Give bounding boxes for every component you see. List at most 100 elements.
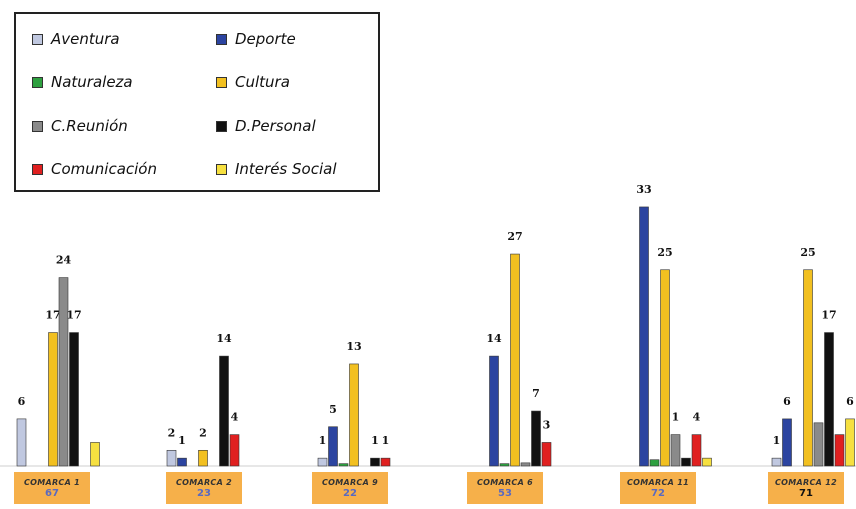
category-total: 67	[45, 487, 59, 499]
category-name: COMARCA 1	[23, 477, 81, 487]
legend-label: Naturaleza	[51, 73, 133, 91]
data-label: 1	[371, 434, 379, 447]
data-label: 6	[18, 395, 26, 408]
legend-label: Comunicación	[51, 160, 157, 178]
bar	[177, 457, 187, 467]
bar	[782, 418, 792, 467]
data-label: 1	[178, 434, 186, 447]
data-label: 4	[231, 411, 239, 424]
bar	[702, 457, 712, 467]
data-label: 14	[216, 332, 232, 345]
bar	[328, 426, 338, 467]
data-label: 1	[672, 411, 680, 424]
data-label: 17	[45, 309, 60, 322]
bar	[541, 442, 552, 467]
data-label: 5	[329, 403, 337, 416]
bar	[681, 457, 691, 467]
bar	[198, 449, 208, 467]
legend-swatch	[216, 120, 227, 132]
legend-swatch	[32, 163, 43, 175]
data-label: 25	[800, 246, 815, 259]
category-label-comarca-6: COMARCA 6 53	[467, 472, 543, 504]
category-total: 71	[799, 487, 813, 499]
legend-swatch	[32, 33, 43, 45]
data-label: 4	[693, 411, 701, 424]
data-label: 14	[486, 332, 502, 345]
legend-item-d-personal: D.Personal	[216, 117, 316, 135]
data-label: 6	[783, 395, 791, 408]
bar	[317, 457, 328, 467]
category-name: COMARCA 9	[321, 477, 379, 487]
legend-label: Aventura	[51, 30, 120, 48]
bar	[813, 422, 824, 467]
legend-label: Cultura	[235, 73, 290, 91]
legend-item-c-reunion: C.Reunión	[32, 117, 128, 135]
data-label: 17	[821, 309, 836, 322]
category-name: COMARCA 2	[175, 477, 233, 487]
data-label: 17	[66, 309, 81, 322]
bar	[771, 457, 782, 467]
bar	[649, 459, 660, 467]
data-label: 7	[532, 387, 540, 400]
data-label: 13	[346, 340, 361, 353]
bar	[338, 463, 349, 467]
legend-label: C.Reunión	[51, 117, 128, 135]
bar	[69, 332, 79, 467]
bar	[691, 434, 702, 467]
bar	[531, 410, 541, 467]
bar	[349, 363, 359, 467]
bar	[824, 332, 834, 467]
bar	[90, 442, 100, 467]
bar	[520, 462, 531, 467]
bar	[670, 434, 681, 467]
category-label-comarca-1: COMARCA 1 67	[14, 472, 90, 504]
bar	[803, 269, 813, 467]
category-label-comarca-9: COMARCA 9 22	[312, 472, 388, 504]
data-label: 1	[319, 434, 327, 447]
category-total: 22	[343, 487, 357, 499]
bar	[58, 277, 69, 467]
bar	[370, 457, 380, 467]
data-label: 24	[56, 254, 72, 267]
legend-item-naturaleza: Naturaleza	[32, 73, 133, 91]
category-total: 72	[651, 487, 665, 499]
legend-label: Deporte	[235, 30, 296, 48]
legend-swatch	[216, 76, 227, 88]
category-name: COMARCA 12	[775, 477, 837, 487]
legend-swatch	[32, 120, 43, 132]
legend-swatch	[216, 163, 227, 175]
bar	[16, 418, 27, 467]
data-label: 25	[657, 246, 672, 259]
data-label: 2	[199, 426, 207, 439]
bar	[660, 269, 670, 467]
legend-item-deporte: Deporte	[216, 30, 296, 48]
data-label: 6	[846, 395, 854, 408]
legend-item-cultura: Cultura	[216, 73, 290, 91]
bar	[380, 457, 391, 467]
category-label-comarca-12: COMARCA 12 71	[768, 472, 844, 504]
bar	[229, 434, 240, 467]
category-name: COMARCA 6	[476, 477, 534, 487]
bar	[639, 206, 649, 467]
legend-label: Interés Social	[235, 160, 337, 178]
legend: Aventura Deporte Naturaleza Cultura C.Re…	[14, 12, 380, 192]
bar	[489, 355, 499, 467]
bar	[499, 463, 510, 467]
data-label: 3	[543, 418, 551, 431]
category-total: 53	[498, 487, 512, 499]
data-label: 1	[382, 434, 390, 447]
data-label: 2	[168, 426, 176, 439]
legend-swatch	[32, 76, 43, 88]
legend-swatch	[216, 33, 227, 45]
data-label: 27	[507, 230, 522, 243]
bar	[48, 332, 58, 467]
bar	[510, 253, 520, 467]
legend-item-aventura: Aventura	[32, 30, 120, 48]
bar	[219, 355, 229, 467]
legend-item-interes-social: Interés Social	[216, 160, 337, 178]
category-total: 23	[197, 487, 211, 499]
category-label-comarca-2: COMARCA 2 23	[166, 472, 242, 504]
legend-label: D.Personal	[235, 117, 316, 135]
